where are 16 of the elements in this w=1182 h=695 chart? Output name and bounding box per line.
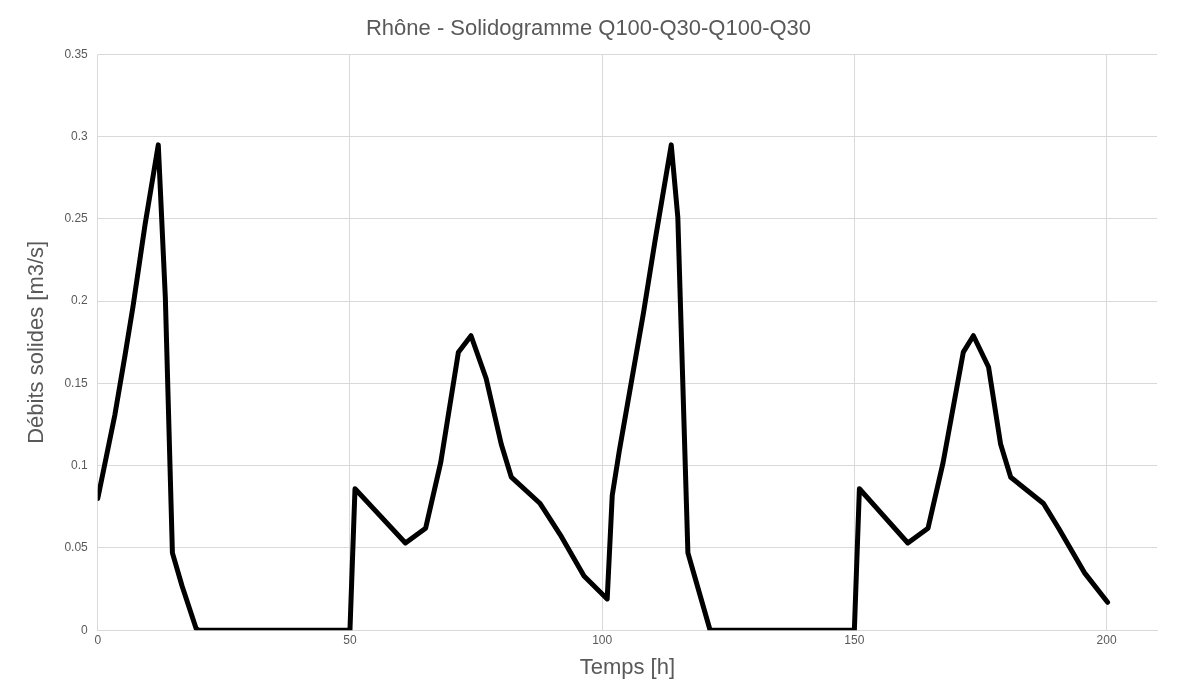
x-axis-title: Temps [h] — [579, 653, 676, 679]
x-tick-label: 50 — [343, 632, 357, 647]
y-tick-label: 0.25 — [64, 211, 89, 226]
y-tick-label: 0.1 — [71, 458, 89, 472]
y-tick-label: 0.35 — [64, 46, 89, 61]
chart-title: Rhône - Solidogramme Q100-Q30-Q100-Q30 — [365, 15, 812, 41]
x-tick-label: 200 — [1096, 632, 1117, 647]
x-tick-label: 0 — [94, 632, 102, 647]
y-tick-label: 0.2 — [71, 293, 89, 308]
x-tick-label: 100 — [592, 632, 613, 647]
y-tick-label: 0.3 — [71, 128, 89, 143]
y-tick-label: 0.15 — [64, 375, 89, 390]
y-tick-label: 0 — [81, 622, 89, 637]
y-tick-label: 0.05 — [64, 540, 89, 555]
x-tick-label: 150 — [844, 632, 865, 647]
y-axis-title: Débits solides [m3/s] — [23, 240, 49, 444]
